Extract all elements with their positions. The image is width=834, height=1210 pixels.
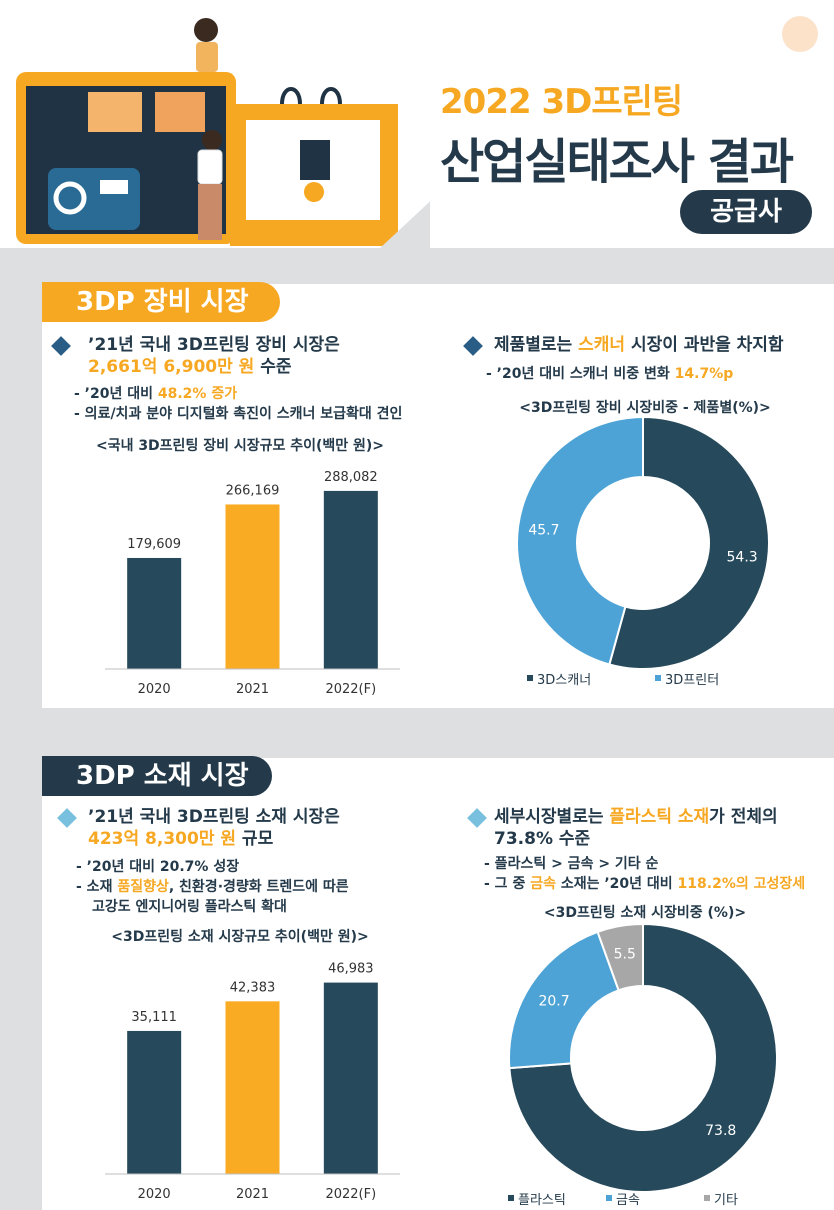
x-tick-label: 2020 xyxy=(138,682,171,697)
bar-2021 xyxy=(225,504,280,669)
person2-legs xyxy=(198,184,222,240)
gear-icon xyxy=(53,181,87,215)
equipment-sub1: - ’20년 대비 48.2% 증가 xyxy=(74,386,238,402)
legend-swatch xyxy=(527,675,533,681)
equipment-product-sub1: - ’20년 대비 스캐너 비중 변화 14.7%p xyxy=(486,366,734,382)
slice-value-label: 5.5 xyxy=(614,947,636,963)
person-body xyxy=(196,42,218,72)
slice-value-label: 54.3 xyxy=(727,549,758,565)
bar-2020 xyxy=(127,1030,182,1174)
material-sub1: - ’20년 대비 20.7% 성장 xyxy=(76,859,240,875)
legend-swatch xyxy=(508,1195,514,1201)
legend-swatch xyxy=(606,1195,612,1201)
chart3-title: <3D프린팅 소재 시장규모 추이(백만 원)> xyxy=(111,929,369,945)
bar-value-label: 179,609 xyxy=(127,537,181,552)
x-tick-label: 2020 xyxy=(138,1187,171,1202)
equipment-section-tag: 3DP 장비 시장 xyxy=(42,282,280,322)
material-summary-line2: 423억 8,300만 원 규모 xyxy=(88,829,274,849)
bar-2020 xyxy=(127,557,182,669)
equipment-sub2: - 의료/치과 분야 디지털화 촉진이 스캐너 보급확대 견인 xyxy=(74,406,403,422)
equipment-summary-line2: 2,661억 6,900만 원 수준 xyxy=(88,356,292,378)
legend-label: 3D스캐너 xyxy=(537,673,591,688)
material-section-tag: 3DP 소재 시장 xyxy=(42,756,272,796)
slice-value-label: 45.7 xyxy=(528,523,559,539)
material-segment-sub2: - 그 중 금속 소재는 ’20년 대비 118.2%의 고성장세 xyxy=(484,876,806,892)
bar-2022(F) xyxy=(323,490,378,669)
supplier-badge: 공급사 xyxy=(680,190,812,234)
gear-card xyxy=(48,168,140,230)
printer-head xyxy=(300,140,330,180)
printed-gear-icon xyxy=(304,182,324,202)
slice-value-label: 20.7 xyxy=(538,993,569,1009)
donut-slice-3D프린터 xyxy=(516,415,644,666)
x-tick-label: 2022(F) xyxy=(325,682,376,697)
donut-slice-플라스틱 xyxy=(508,922,778,1193)
bar-value-label: 35,111 xyxy=(131,1010,177,1025)
bar-value-label: 288,082 xyxy=(324,470,378,485)
legend-label: 기타 xyxy=(714,1193,738,1208)
x-tick-label: 2021 xyxy=(236,682,269,697)
chart-icon xyxy=(100,180,128,194)
page-title-line2: 산업실태조사 결과 xyxy=(440,134,794,190)
equipment-donut-chart: 54.3 45.7 3D스캐너 3D프린터 xyxy=(516,415,770,688)
cube-panel xyxy=(88,92,142,132)
equipment-amount: 2,661억 6,900만 원 xyxy=(88,357,255,377)
chart4-title: <3D프린팅 소재 시장비중 (%)> xyxy=(543,905,747,921)
legend-label: 3D프린터 xyxy=(665,673,719,688)
material-sub2: - 소재 품질향상, 친환경·경량화 트렌드에 따른 xyxy=(76,879,349,895)
header: 2022 3D프린팅 산업실태조사 결과 공급사 xyxy=(0,0,834,248)
legend-label: 금속 xyxy=(616,1193,640,1208)
header-illustration xyxy=(16,18,430,248)
person2-body xyxy=(197,149,223,185)
equipment-summary-line1: ’21년 국내 3D프린팅 장비 시장은 xyxy=(88,335,340,355)
bar-2022(F) xyxy=(323,982,378,1174)
donut-slice-3D스캐너 xyxy=(608,415,770,670)
person2-head xyxy=(202,130,222,150)
legend-label: 플라스틱 xyxy=(518,1193,566,1208)
material-segment-line2: 73.8% 수준 xyxy=(494,829,591,849)
chart1-title: <국내 3D프린팅 장비 시장규모 추이(백만 원)> xyxy=(95,438,385,454)
x-tick-label: 2022(F) xyxy=(325,1187,376,1202)
donut-slice-금속 xyxy=(508,930,620,1070)
donut-slice-기타 xyxy=(596,922,644,992)
printer-handles xyxy=(280,87,342,105)
person-head xyxy=(194,18,218,42)
equipment-bar-chart: 179,609 2020 266,169 2021 288,082 2022(F) xyxy=(105,470,400,697)
material-summary-line1: ’21년 국내 3D프린팅 소재 시장은 xyxy=(88,807,340,827)
material-donut-chart: 73.8 20.7 5.5 플라스틱 금속 기타 xyxy=(508,922,778,1208)
chart2-title: <3D프린팅 장비 시장비중 - 제품별(%)> xyxy=(519,400,771,416)
cube-panel-2 xyxy=(155,92,205,132)
legend-swatch xyxy=(704,1195,710,1201)
material-segment-line1: 세부시장별로는 플라스틱 소재가 전체의 xyxy=(494,807,778,827)
equipment-amount-suffix: 수준 xyxy=(254,357,292,377)
slice-value-label: 73.8 xyxy=(705,1123,736,1139)
material-segment-sub1: - 플라스틱 > 금속 > 기타 순 xyxy=(484,856,659,872)
bar-value-label: 266,169 xyxy=(226,483,280,498)
stripe-circle-deco xyxy=(782,16,818,52)
material-bar-chart: 35,111 2020 42,383 2021 46,983 2022(F) xyxy=(105,962,400,1202)
material-sub3: 고강도 엔지니어링 플라스틱 확대 xyxy=(92,899,287,915)
triangle-deco xyxy=(380,201,430,248)
equipment-product-line1: 제품별로는 스캐너 시장이 과반을 차지함 xyxy=(494,335,784,355)
bar-value-label: 42,383 xyxy=(230,980,276,995)
equipment-growth: 48.2% 증가 xyxy=(157,386,238,402)
legend-swatch xyxy=(655,675,661,681)
x-tick-label: 2021 xyxy=(236,1187,269,1202)
page-title-line1: 2022 3D프린팅 xyxy=(440,82,683,122)
bar-2021 xyxy=(225,1001,280,1174)
bar-value-label: 46,983 xyxy=(328,962,374,977)
